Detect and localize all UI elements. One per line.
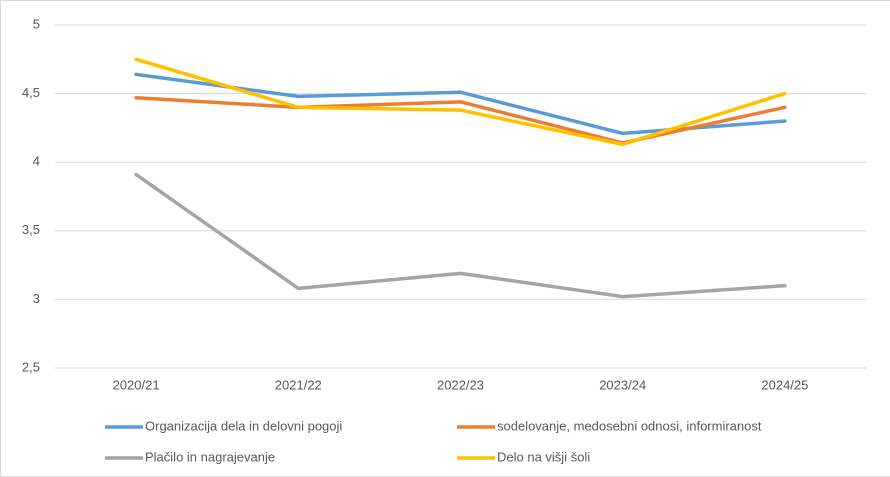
x-tick-label: 2022/23 xyxy=(437,377,484,392)
series-line xyxy=(134,95,787,145)
y-tick-label: 3,5 xyxy=(22,222,40,237)
x-tick-label: 2024/25 xyxy=(761,377,808,392)
legend-label: Plačilo in nagrajevanje xyxy=(145,449,275,464)
y-tick-label: 4 xyxy=(33,154,40,169)
series-line xyxy=(134,57,787,147)
x-tick-label: 2021/22 xyxy=(275,377,322,392)
legend-label: Organizacija dela in delovni pogoji xyxy=(145,418,342,433)
y-tick-label: 5 xyxy=(33,16,40,31)
legend-label: sodelovanje, medosebni odnosi, informira… xyxy=(497,418,762,433)
x-tick-label: 2020/21 xyxy=(113,377,160,392)
x-tick-label: 2023/24 xyxy=(599,377,646,392)
y-tick-label: 3 xyxy=(33,291,40,306)
y-tick-label: 2,5 xyxy=(22,359,40,374)
legend-label: Delo na višji šoli xyxy=(497,449,590,464)
series-line xyxy=(134,172,787,299)
y-tick-label: 4,5 xyxy=(22,85,40,100)
